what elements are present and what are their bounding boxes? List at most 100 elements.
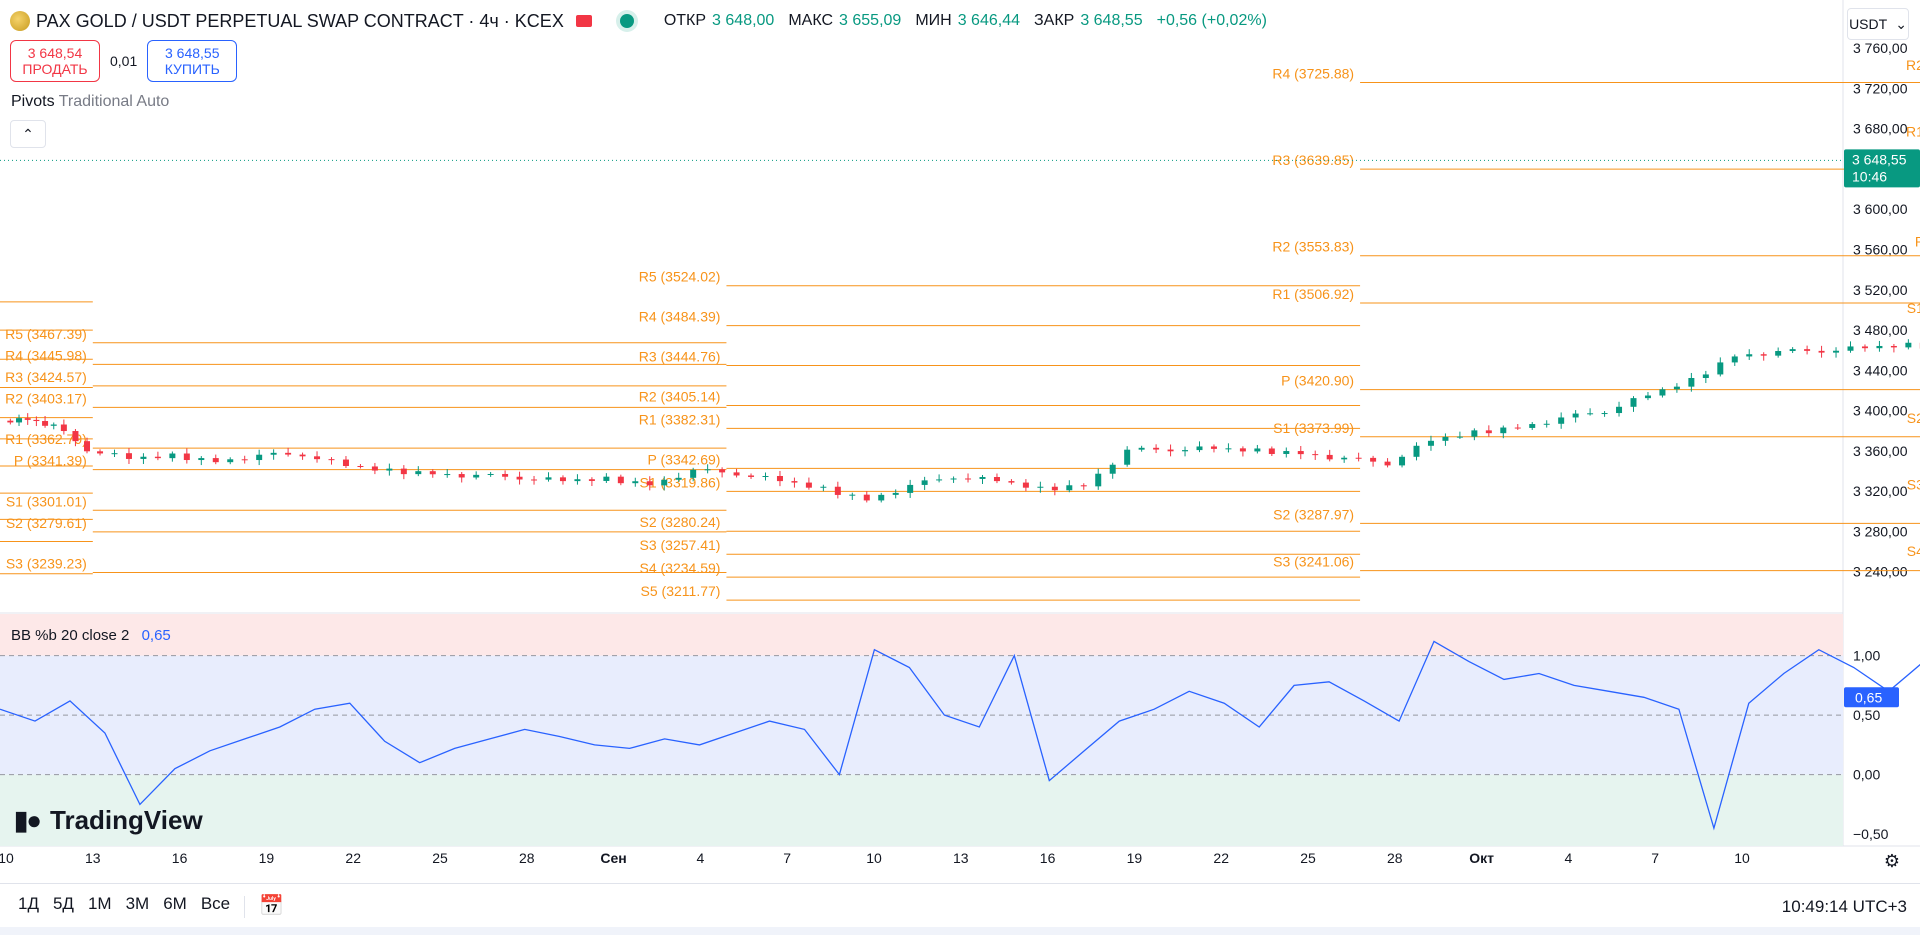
time-tick-label: 28 bbox=[519, 850, 535, 866]
candle-body bbox=[1731, 356, 1738, 363]
candle-body bbox=[661, 479, 668, 486]
currency-select[interactable]: USDT ⌄ bbox=[1847, 8, 1909, 40]
time-tick-label: Окт bbox=[1469, 850, 1494, 866]
candle-body bbox=[42, 421, 49, 426]
candle-body bbox=[429, 471, 436, 475]
chart-canvas[interactable]: 3 760,003 720,003 680,003 640,003 600,00… bbox=[0, 0, 1920, 883]
open-label: ОТКР bbox=[663, 12, 707, 29]
candle-body bbox=[1095, 473, 1102, 487]
range-6m[interactable]: 6М bbox=[163, 894, 187, 913]
range-1m[interactable]: 1М bbox=[87, 894, 112, 913]
range-buttons: 1Д 5Д 1М 3М 6М Все bbox=[18, 894, 230, 914]
candle-body bbox=[748, 475, 755, 477]
candle-body bbox=[531, 479, 538, 481]
pivot-label-s4: S4 (3234.59) bbox=[639, 560, 720, 576]
trade-panel: 3 648,54 ПРОДАТЬ 0,01 3 648,55 КУПИТЬ bbox=[10, 40, 238, 82]
tradingview-brand: TradingView bbox=[50, 805, 203, 835]
candle-body bbox=[1399, 456, 1406, 466]
symbol-title[interactable]: PAX GOLD / USDT PERPETUAL SWAP CONTRACT … bbox=[36, 10, 564, 31]
buy-button[interactable]: 3 648,55 КУПИТЬ bbox=[147, 40, 238, 82]
last-price-label: 3 648,55 bbox=[1852, 151, 1907, 167]
clock-display[interactable]: 10:49:14 UTC+3 bbox=[1781, 897, 1907, 916]
candle-body bbox=[400, 468, 407, 475]
market-status-icon[interactable] bbox=[619, 14, 634, 28]
candle-body bbox=[415, 471, 422, 475]
candle-body bbox=[1833, 350, 1840, 353]
pivot-label-r1: R1 (3382.31) bbox=[639, 411, 721, 427]
pivot-label-s3: S3 (3241.06) bbox=[1273, 554, 1354, 570]
candle-body bbox=[1789, 349, 1796, 352]
candle-body bbox=[559, 477, 566, 482]
collapse-legend-button[interactable]: ⌃ bbox=[10, 120, 46, 148]
price-tick-label: 3 400,00 bbox=[1853, 403, 1908, 419]
candle-body bbox=[1702, 374, 1709, 378]
candle-body bbox=[33, 419, 40, 422]
candle-body bbox=[169, 453, 176, 459]
time-tick-label: 10 bbox=[1734, 850, 1750, 866]
candle-body bbox=[1500, 427, 1507, 434]
price-tick-label: 3 560,00 bbox=[1853, 242, 1908, 258]
candle-body bbox=[617, 476, 624, 484]
price-tick-label: 3 240,00 bbox=[1853, 564, 1908, 580]
pivot-label-p: P (3342.69) bbox=[648, 451, 721, 467]
pivot-label-p: P (3341.39) bbox=[14, 453, 87, 469]
candle-body bbox=[1254, 448, 1261, 452]
range-5d[interactable]: 5Д bbox=[52, 894, 74, 913]
countdown-label: 10:46 bbox=[1852, 168, 1887, 184]
candle-body bbox=[1341, 457, 1348, 460]
candle-body bbox=[1572, 413, 1579, 418]
price-tick-label: 3 600,00 bbox=[1853, 201, 1908, 217]
range-1d[interactable]: 1Д bbox=[18, 894, 39, 913]
candle-body bbox=[516, 476, 523, 480]
candle-body bbox=[1847, 346, 1854, 351]
candle-body bbox=[1876, 345, 1883, 349]
time-tick-label: 16 bbox=[1040, 850, 1056, 866]
range-3m[interactable]: 3М bbox=[125, 894, 150, 913]
settings-icon[interactable]: ⚙ bbox=[1883, 851, 1900, 871]
chevron-up-icon: ⌃ bbox=[22, 125, 34, 142]
pivot-label-s2: S2 (3287.97) bbox=[1273, 506, 1354, 522]
candle-body bbox=[1746, 354, 1753, 357]
candle-body bbox=[386, 468, 393, 471]
candle-body bbox=[1775, 351, 1782, 356]
bb-last-label: 0,65 bbox=[1855, 689, 1882, 705]
price-tick-label: 3 480,00 bbox=[1853, 322, 1908, 338]
candle-body bbox=[993, 477, 1000, 482]
candle-body bbox=[1167, 449, 1174, 452]
candle-body bbox=[270, 452, 277, 455]
candle-body bbox=[72, 431, 79, 442]
candle-body bbox=[1890, 345, 1897, 348]
tradingview-logo[interactable]: ▮● TradingView bbox=[14, 805, 203, 836]
time-tick-label: 10 bbox=[866, 850, 882, 866]
pivots-indicator-label[interactable]: Pivots Traditional Auto bbox=[11, 93, 169, 111]
pivot-label-r2: R2 (3553.83) bbox=[1272, 239, 1354, 255]
candle-body bbox=[1196, 446, 1203, 451]
sell-button[interactable]: 3 648,54 ПРОДАТЬ bbox=[10, 40, 100, 82]
toolbar-divider bbox=[244, 896, 245, 918]
high-label: МАКС bbox=[788, 12, 834, 29]
candle-body bbox=[1760, 354, 1767, 356]
time-tick-label: 19 bbox=[259, 850, 275, 866]
candle-body bbox=[1630, 398, 1637, 407]
candle-body bbox=[314, 456, 321, 460]
bb-indicator-label[interactable]: BB %b 20 close 2 0,65 bbox=[11, 627, 171, 644]
candle-body bbox=[1312, 454, 1319, 456]
calendar-icon[interactable]: 📅 bbox=[259, 895, 284, 917]
pivot-label-s5: S5 (3211.77) bbox=[641, 583, 721, 599]
candle-body bbox=[1905, 342, 1912, 348]
candle-body bbox=[719, 469, 726, 473]
candle-body bbox=[1225, 448, 1232, 450]
currency-label: USDT bbox=[1849, 16, 1888, 32]
candle-body bbox=[198, 458, 205, 461]
candle-body bbox=[473, 474, 480, 478]
pivot-label-s3: S3 (3257.41) bbox=[639, 537, 720, 553]
price-tick-label: 3 320,00 bbox=[1853, 483, 1908, 499]
bb-tick-label: 0,00 bbox=[1853, 767, 1880, 783]
candle-body bbox=[849, 494, 856, 496]
candle-body bbox=[1355, 457, 1362, 459]
candle-body bbox=[183, 453, 190, 461]
range-all[interactable]: Все bbox=[200, 894, 231, 913]
flag-icon[interactable] bbox=[575, 15, 592, 27]
pivot-label-s1: S1 (3373.99) bbox=[1273, 420, 1354, 436]
candle-body bbox=[1514, 427, 1521, 429]
